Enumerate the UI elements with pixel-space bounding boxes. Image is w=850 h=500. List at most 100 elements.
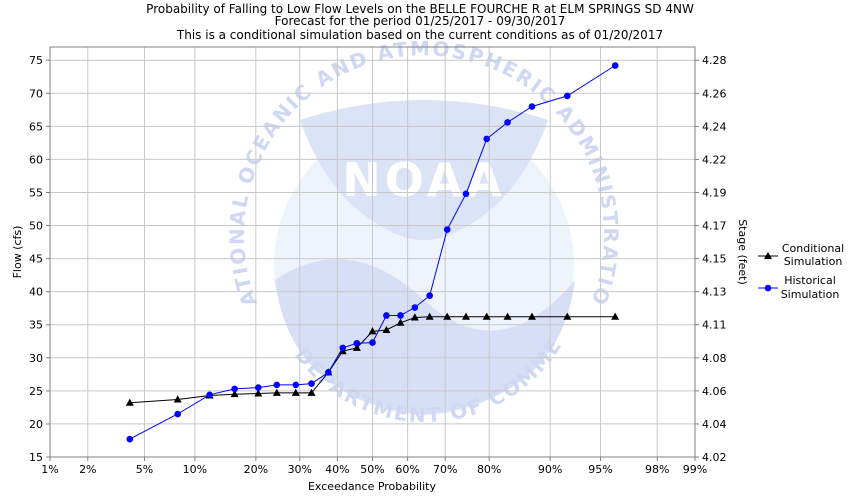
y-tick-label: 40 <box>29 286 43 299</box>
y2-tick-label: 4.08 <box>702 352 727 365</box>
legend-historical-label-1: Historical <box>784 274 836 287</box>
historical-simulation-point <box>273 381 281 389</box>
chart-subtitle-period: Forecast for the period 01/25/2017 - 09/… <box>275 14 566 28</box>
conditional-simulation-point <box>125 398 134 406</box>
y-tick-label: 60 <box>29 153 43 166</box>
historical-simulation-point <box>383 312 390 319</box>
y2-axis-ticks: 4.02 4.04 4.06 4.08 4.11 4.13 4.15 4.17 4.19 4.22… <box>695 54 727 464</box>
y-tick-label: 65 <box>29 120 43 133</box>
historical-simulation-point <box>339 344 347 352</box>
y2-tick-label: 4.04 <box>702 418 727 431</box>
legend-conditional-marker <box>764 252 772 259</box>
y2-tick-label: 4.02 <box>702 451 727 464</box>
x-tick-label: 50% <box>360 463 384 476</box>
x-tick-label: 5% <box>136 463 153 476</box>
historical-simulation-point <box>369 339 376 346</box>
legend-conditional-label-1: Conditional <box>782 242 844 255</box>
conditional-simulation-point <box>443 312 452 320</box>
historical-simulation-point <box>325 369 332 376</box>
historical-simulation-point <box>563 92 571 100</box>
noaa-emblem-wave <box>275 259 575 415</box>
x-axis-ticks: 1% 2% 5% 10% 20% 30% 40% 50% 60% 70% 80% 90% 95% 98% 9… <box>41 457 707 476</box>
noaa-watermark: NATIONAL OCEANIC AND ATMOSPHERIC ADMINIS… <box>0 0 621 427</box>
historical-simulation-point <box>528 103 536 110</box>
historical-simulation-point <box>206 391 213 399</box>
conditional-simulation-point <box>396 318 405 326</box>
conditional-simulation-point <box>462 312 471 320</box>
y-tick-label: 45 <box>29 253 43 266</box>
x-tick-label: 60% <box>395 463 419 476</box>
legend-historical-marker <box>764 284 772 292</box>
conditional-simulation-point <box>272 388 281 396</box>
historical-simulation-point <box>611 62 619 69</box>
y-tick-label: 20 <box>29 418 43 431</box>
y-tick-label: 70 <box>29 87 43 100</box>
x-tick-label: 80% <box>477 463 501 476</box>
historical-simulation-point <box>126 435 134 443</box>
y-tick-label: 35 <box>29 319 43 332</box>
x-tick-label: 99% <box>683 463 707 476</box>
conditional-simulation-point <box>410 313 419 321</box>
y-tick-label: 15 <box>29 451 43 464</box>
x-tick-label: 20% <box>244 463 268 476</box>
x-axis-label: Exceedance Probability <box>308 480 436 493</box>
y2-tick-label: 4.13 <box>702 286 727 299</box>
y2-tick-label: 4.22 <box>702 153 727 166</box>
x-tick-label: 10% <box>183 463 207 476</box>
conditional-simulation-point <box>611 312 620 320</box>
historical-simulation-point <box>462 190 470 198</box>
y-tick-label: 75 <box>29 54 43 67</box>
historical-simulation-point <box>411 304 419 311</box>
y2-axis-label: Stage (feet) <box>736 219 749 285</box>
x-tick-label: 70% <box>433 463 457 476</box>
historical-simulation-point <box>483 135 491 143</box>
chart-title: Probability of Falling to Low Flow Level… <box>146 2 694 16</box>
conditional-simulation-point <box>368 327 377 335</box>
conditional-simulation-point <box>254 389 263 397</box>
y2-tick-label: 4.26 <box>702 87 727 100</box>
y2-tick-label: 4.06 <box>702 385 727 398</box>
historical-simulation-point <box>254 384 262 391</box>
x-tick-label: 90% <box>538 463 562 476</box>
conditional-simulation-point <box>425 312 434 320</box>
conditional-simulation-point <box>563 312 572 320</box>
noaa-emblem-bird <box>300 100 548 240</box>
y2-tick-label: 4.28 <box>702 54 727 67</box>
x-tick-label: 98% <box>645 463 669 476</box>
y2-tick-label: 4.24 <box>702 120 727 133</box>
noaa-watermark-logo: NOAA <box>342 153 506 207</box>
historical-simulation-point <box>397 312 404 319</box>
historical-simulation-point <box>426 292 433 299</box>
y-tick-label: 30 <box>29 352 43 365</box>
x-tick-label: 30% <box>288 463 312 476</box>
y2-tick-label: 4.15 <box>702 253 727 266</box>
conditional-simulation-point <box>482 312 491 320</box>
conditional-simulation-point <box>503 312 512 320</box>
conditional-simulation-point <box>382 325 391 334</box>
x-tick-label: 2% <box>79 463 96 476</box>
conditional-simulation-point <box>527 312 536 320</box>
historical-simulation-point <box>353 339 361 347</box>
historical-simulation-point <box>308 380 315 387</box>
legend: Conditional Simulation Historical Simula… <box>758 242 844 301</box>
y2-tick-label: 4.11 <box>702 319 727 332</box>
x-tick-label: 40% <box>325 463 349 476</box>
legend-conditional-label-2: Simulation <box>784 255 843 268</box>
y-axis-label: Flow (cfs) <box>11 226 24 279</box>
historical-simulation-point <box>443 226 451 233</box>
historical-simulation-point <box>174 410 182 418</box>
historical-simulation-series <box>126 62 619 443</box>
historical-simulation-point <box>292 381 300 389</box>
legend-historical-label-2: Simulation <box>781 288 840 301</box>
historical-simulation-point <box>504 119 511 126</box>
x-tick-label: 1% <box>41 463 58 476</box>
conditional-simulation-point <box>173 395 182 403</box>
y2-tick-label: 4.19 <box>702 186 727 199</box>
y-tick-label: 50 <box>29 220 43 233</box>
conditional-simulation-point <box>291 388 300 396</box>
chart-subtitle-conditions: This is a conditional simulation based o… <box>176 28 663 42</box>
historical-simulation-point <box>231 385 238 393</box>
y-tick-label: 25 <box>29 385 43 398</box>
y2-tick-label: 4.17 <box>702 220 727 233</box>
